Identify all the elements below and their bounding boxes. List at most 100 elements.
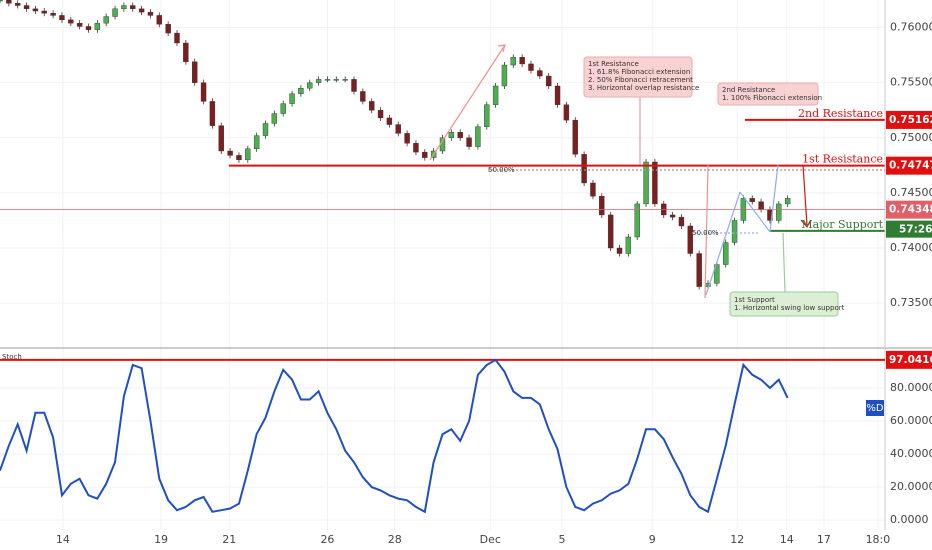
candle [422, 151, 428, 158]
legend-label: %D [866, 403, 884, 414]
candle [315, 79, 322, 83]
y-tick-label: 0.75000 [890, 131, 932, 144]
candle [262, 123, 269, 136]
candle [484, 104, 490, 127]
candle [678, 216, 685, 227]
x-tick-label: Dec [480, 533, 501, 546]
callout-box [583, 56, 693, 98]
candle [333, 79, 339, 81]
fib-label: 50.00% [488, 166, 515, 174]
x-tick-label: 26 [320, 533, 334, 546]
callout-pointer [782, 232, 786, 293]
candle [200, 82, 207, 102]
price-tag [886, 350, 932, 369]
candle [501, 64, 508, 87]
callout-box [729, 291, 839, 317]
candle [749, 198, 755, 202]
candle [492, 85, 499, 105]
x-tick-label: 28 [388, 533, 402, 546]
candle [59, 15, 65, 21]
candle [165, 24, 171, 34]
y-tick-label: 0.73500 [890, 296, 932, 309]
candle [307, 82, 313, 89]
candle [448, 132, 455, 138]
callout-text: 1st Support [734, 296, 775, 304]
callout-resistance1: 1st Resistance 1. 61.8% Fibonacci extens… [583, 56, 699, 98]
candle [572, 119, 578, 155]
candle [174, 32, 180, 44]
y-tick-label: 20.0000 [890, 480, 932, 493]
candle [253, 135, 260, 150]
y-tick-label: 0.0000 [890, 513, 929, 526]
y-tick-label: 0.76000 [890, 21, 932, 34]
callout-text: 2. 50% Fibonacci retracement [588, 76, 693, 84]
candle [289, 93, 295, 104]
candle [563, 104, 570, 121]
candle [130, 5, 136, 10]
candle [112, 8, 118, 17]
candle [41, 10, 47, 14]
y-tick-label: 80.0000 [890, 381, 932, 394]
countdown-tag [886, 220, 932, 238]
candle [147, 11, 154, 16]
fib-arrow [704, 164, 709, 299]
candle [6, 0, 12, 4]
price-tag-label: 0.74348 [889, 204, 932, 216]
callout-text: 1st Resistance [588, 60, 639, 68]
candle [599, 195, 605, 216]
level-label: Major Support [801, 218, 883, 231]
candle [590, 182, 596, 197]
y-tick-label: 60.0000 [890, 414, 932, 427]
callout-text: 3. Horizontal overlap resistance [588, 84, 699, 92]
candle [475, 126, 481, 147]
x-tick-label: 19 [154, 533, 168, 546]
y-tick-label: 0.75500 [890, 76, 932, 89]
x-tick-label: 12 [730, 533, 744, 546]
legend-box [866, 400, 884, 416]
candle [183, 42, 189, 62]
fib-arrow [429, 44, 506, 161]
callout-text: 1. Horizontal swing low support [734, 304, 845, 312]
level-label: 1st Resistance [802, 153, 883, 166]
candle [68, 19, 74, 24]
candle [776, 203, 782, 221]
arrow-head [800, 219, 812, 229]
candle [324, 79, 331, 81]
candle [634, 203, 640, 238]
x-tick-label: 21 [222, 533, 236, 546]
x-tick-label: 14 [780, 533, 794, 546]
candle [404, 133, 410, 144]
candle [245, 148, 251, 161]
candle [519, 57, 525, 65]
candle [342, 79, 348, 81]
candle [360, 91, 366, 102]
price-tag [886, 156, 932, 175]
price-tag [886, 110, 932, 129]
candle [50, 13, 56, 16]
candle [537, 70, 543, 77]
candle [784, 198, 791, 205]
price-tag [886, 200, 932, 219]
candle [758, 201, 764, 210]
price-tag-label: 97.0416 [889, 354, 932, 366]
projection-arrow [802, 164, 808, 226]
candle [32, 8, 39, 12]
candle [0, 0, 3, 2]
candle [280, 103, 286, 114]
candle [607, 214, 614, 249]
candle [546, 75, 552, 87]
x-tick-label: 9 [649, 533, 656, 546]
candle [731, 220, 738, 243]
candle [191, 61, 198, 83]
callout-box [717, 82, 819, 106]
y-tick-label: 0.74500 [890, 186, 932, 199]
candle [209, 101, 216, 126]
candle [528, 63, 534, 71]
candle [413, 143, 419, 153]
candle [554, 85, 561, 105]
candle [14, 3, 21, 6]
candle [85, 26, 92, 30]
x-tick-label: 14 [56, 533, 70, 546]
candle [723, 242, 729, 265]
